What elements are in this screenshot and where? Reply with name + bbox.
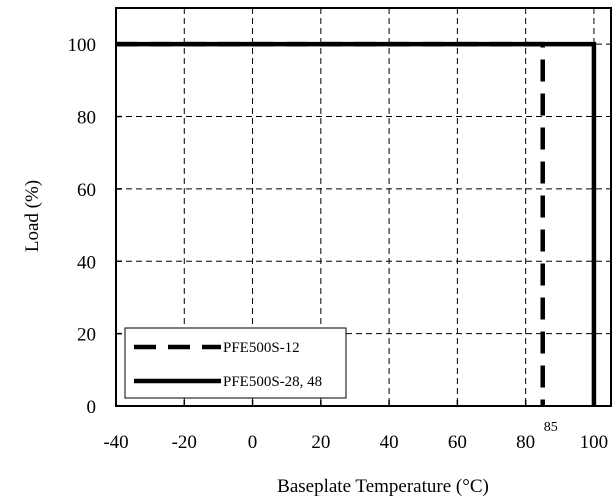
y-tick-label: 40	[77, 252, 96, 273]
x-tick-label: 100	[580, 432, 609, 453]
y-tick-label: 20	[77, 325, 96, 346]
legend-box	[124, 327, 347, 399]
plot-area-frame	[115, 7, 612, 407]
legend: PFE500S-12 PFE500S-28, 48	[124, 327, 347, 399]
x-tick-label: 20	[311, 432, 330, 453]
legend-entry-label: PFE500S-12	[223, 340, 300, 356]
x-axis-title: Baseplate Temperature (°C)	[277, 476, 489, 497]
y-tick-label: 100	[68, 35, 97, 56]
x-tick-label: -20	[172, 432, 197, 453]
y-tick-label: 80	[77, 108, 96, 129]
x-tick-label: 0	[248, 432, 258, 453]
x-tick-label: 60	[448, 432, 467, 453]
axis-ticks: -40 -20 0 20 40 60 80 100 0 20 40 60 80 100 85	[68, 35, 609, 453]
x-tick-label: 80	[516, 432, 535, 453]
legend-entry-label: PFE500S-28, 48	[223, 374, 322, 390]
y-tick-label: 0	[87, 397, 97, 418]
y-tick-label: 60	[77, 180, 96, 201]
series-lines	[116, 41, 597, 406]
y-axis-title: Load (%)	[22, 180, 43, 252]
series-line	[116, 41, 597, 406]
x-tick-label: 40	[380, 432, 399, 453]
x-tick-label: -40	[103, 432, 128, 453]
x-annotation-label: 85	[544, 420, 558, 435]
